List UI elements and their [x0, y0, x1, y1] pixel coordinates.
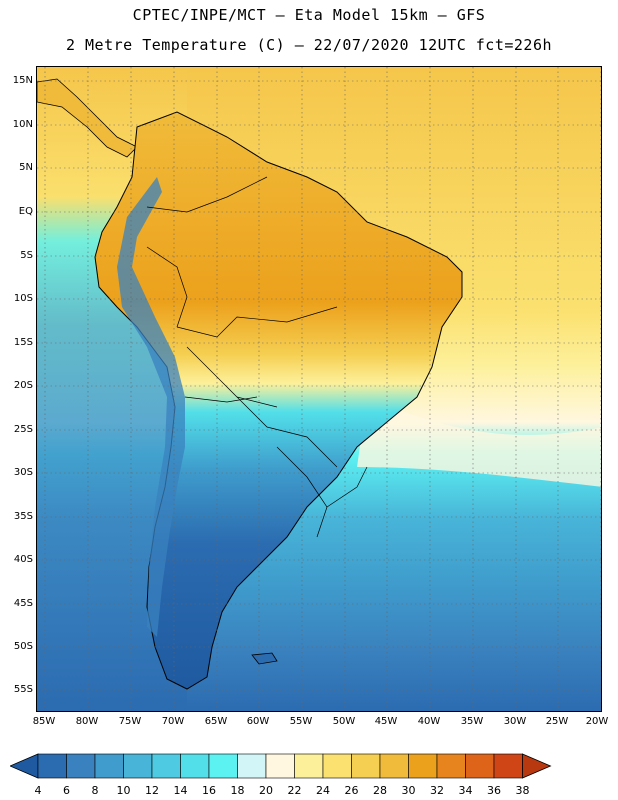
colorbar-cell: [265, 753, 295, 779]
colorbar-cell: [180, 753, 210, 779]
colorbar-label: 22: [287, 784, 302, 797]
lat-label: 20S: [13, 380, 33, 391]
colorbar-arrow-right: [522, 753, 552, 779]
lon-label: 65W: [204, 716, 228, 727]
lat-label: 10N: [12, 119, 33, 130]
colorbar-label: 30: [401, 784, 416, 797]
lat-label: 10S: [13, 293, 33, 304]
lon-label: 85W: [32, 716, 56, 727]
temperature-map: [37, 67, 601, 711]
map-panel: [36, 66, 602, 712]
lon-label: 35W: [460, 716, 484, 727]
lat-label: 30S: [13, 467, 33, 478]
colorbar-label: 24: [316, 784, 330, 797]
lon-label: 20W: [585, 716, 609, 727]
lat-label: 40S: [13, 554, 33, 565]
country-borders: [146, 176, 368, 538]
colorbar-label: 38: [515, 784, 530, 797]
lat-label: 5S: [20, 250, 33, 261]
colorbar-label: 16: [202, 784, 216, 797]
lon-label: 40W: [417, 716, 441, 727]
colorbar-cell: [379, 753, 409, 779]
colorbar-cell: [94, 753, 124, 779]
colorbar-label: 36: [487, 784, 501, 797]
lon-label: 80W: [75, 716, 99, 727]
colorbar-label: 26: [344, 784, 359, 797]
colorbar-label: 14: [173, 784, 188, 797]
lat-label: 15S: [13, 337, 33, 348]
colorbar-label: 6: [63, 784, 70, 797]
colorbar-cell: [351, 753, 381, 779]
colorbar-cell: [294, 753, 324, 779]
lat-label: 5N: [19, 162, 33, 173]
lon-label: 70W: [161, 716, 185, 727]
colorbar-label: 34: [458, 784, 473, 797]
lat-label: 15N: [12, 75, 33, 86]
lat-label: 50S: [13, 641, 33, 652]
colorbar-label: 20: [259, 784, 273, 797]
lat-label: 25S: [13, 424, 33, 435]
lat-label: 35S: [13, 511, 33, 522]
lon-label: 55W: [289, 716, 313, 727]
map-title-line2: 2 Metre Temperature (C) – 22/07/2020 12U…: [65, 36, 553, 54]
lon-label: 50W: [332, 716, 356, 727]
colorbar-cell: [436, 753, 466, 779]
colorbar-cell: [151, 753, 181, 779]
colorbar-label: 4: [34, 784, 42, 797]
colorbar: [10, 753, 552, 779]
colorbar-cell: [322, 753, 352, 779]
colorbar-cell: [37, 753, 67, 779]
lat-label: EQ: [18, 206, 33, 217]
colorbar-cell: [123, 753, 153, 779]
colorbar-arrow-left: [10, 753, 39, 779]
colorbar-label: 12: [145, 784, 159, 797]
colorbar-cell: [493, 753, 523, 779]
lon-label: 45W: [374, 716, 398, 727]
lon-label: 75W: [118, 716, 142, 727]
colorbar-cell: [237, 753, 267, 779]
lat-label: 45S: [13, 598, 33, 609]
colorbar-cell: [66, 753, 96, 779]
colorbar-label: 8: [91, 784, 99, 797]
lon-label: 60W: [246, 716, 270, 727]
lat-label: 55S: [13, 684, 33, 695]
map-title-line1: CPTEC/INPE/MCT – Eta Model 15km – GFS: [132, 6, 486, 24]
colorbar-label: 28: [373, 784, 387, 797]
colorbar-cell: [465, 753, 495, 779]
colorbar-label: 18: [230, 784, 245, 797]
colorbar-cell: [208, 753, 238, 779]
lon-label: 30W: [503, 716, 527, 727]
lon-label: 25W: [545, 716, 569, 727]
colorbar-cell: [408, 753, 438, 779]
colorbar-label: 32: [430, 784, 444, 797]
colorbar-label: 10: [116, 784, 131, 797]
